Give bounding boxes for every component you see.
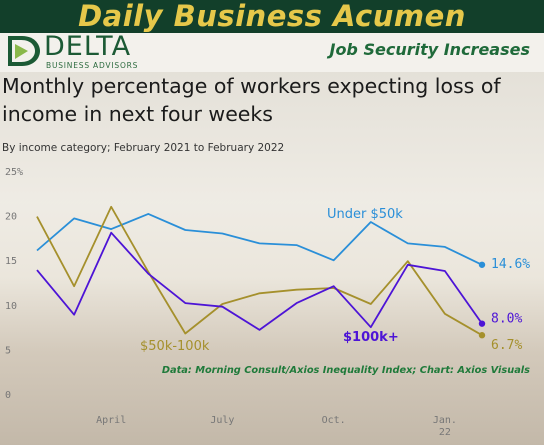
series-end-label-0: 14.6% (491, 257, 530, 272)
series-name-label-0: Under $50k (327, 207, 403, 222)
chart-subtitle: By income category; February 2021 to Feb… (2, 142, 285, 154)
x-tick-label: Oct. (322, 415, 346, 426)
delta-logo: DELTA BUSINESS ADVISORS (6, 31, 156, 70)
series-line-1 (36, 205, 483, 336)
chart-title: Monthly percentage of workers expecting … (2, 74, 501, 126)
y-tick-label: 20 (5, 212, 17, 223)
series-end-label-1: 6.7% (491, 338, 522, 353)
delta-logo-mark-icon (8, 36, 40, 66)
y-tick-label: 25% (5, 167, 23, 178)
x-tick-label: July (210, 415, 234, 426)
logo-wordmark: DELTA (44, 31, 132, 62)
series-name-label-2: $100k+ (343, 330, 399, 345)
banner-title: Daily Business Acumen (78, 0, 466, 33)
chart-source-note: Data: Morning Consult/Axios Inequality I… (162, 365, 530, 376)
y-tick-label: 15 (5, 256, 17, 267)
x-tick-label: 22 (439, 427, 451, 438)
y-tick-label: 10 (5, 301, 17, 312)
y-tick-label: 0 (5, 390, 11, 401)
series-end-point-0 (478, 261, 486, 268)
background-photo (0, 72, 544, 445)
x-tick-label: Jan. (433, 415, 457, 426)
series-end-point-1 (478, 332, 486, 339)
logo-tagline: BUSINESS ADVISORS (46, 61, 139, 70)
header-banner: Daily Business Acumen (0, 0, 544, 33)
article-subtitle: Job Security Increases (329, 40, 530, 59)
series-end-point-2 (478, 320, 486, 327)
series-line-2 (36, 231, 483, 331)
y-tick-label: 5 (5, 345, 11, 356)
x-tick-label: April (96, 415, 126, 426)
series-name-label-1: $50k-100k (140, 339, 210, 354)
series-end-label-2: 8.0% (491, 312, 522, 327)
series-line-0 (36, 212, 483, 266)
